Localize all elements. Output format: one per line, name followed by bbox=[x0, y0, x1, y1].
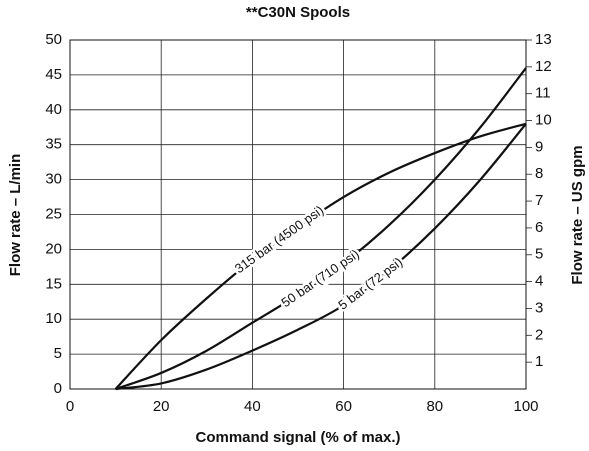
x-tick-label: 0 bbox=[66, 398, 74, 415]
y2-tick-label: 8 bbox=[535, 165, 543, 182]
x-tick-label: 40 bbox=[244, 398, 261, 415]
y-tick-label: 20 bbox=[45, 240, 62, 257]
curve-label: 315 bar (4500 psi) bbox=[232, 202, 326, 276]
y2-tick-label: 4 bbox=[535, 273, 543, 290]
y2-tick-label: 6 bbox=[535, 219, 543, 236]
y2-tick-label: 9 bbox=[535, 138, 543, 155]
y-tick-label: 40 bbox=[45, 101, 62, 118]
y-tick-label: 5 bbox=[54, 345, 62, 362]
y-tick-label: 10 bbox=[45, 310, 62, 327]
x-tick-label: 100 bbox=[513, 398, 538, 415]
y2-tick-label: 7 bbox=[535, 192, 543, 209]
x-axis-label: Command signal (% of max.) bbox=[195, 429, 400, 446]
y2-tick-label: 5 bbox=[535, 246, 543, 263]
x-tick-label: 60 bbox=[335, 398, 352, 415]
y2-tick-label: 2 bbox=[535, 326, 543, 343]
series-line bbox=[114, 122, 527, 390]
y2-tick-label: 1 bbox=[535, 353, 543, 370]
y-tick-label: 30 bbox=[45, 171, 62, 188]
y2-tick-label: 10 bbox=[535, 112, 552, 129]
y-tick-label: 50 bbox=[45, 31, 62, 48]
y-tick-label: 0 bbox=[54, 380, 62, 397]
series-line bbox=[115, 123, 527, 391]
y2-tick-label: 12 bbox=[535, 58, 552, 75]
y-tick-label: 15 bbox=[45, 275, 62, 292]
y-tick-label: 35 bbox=[45, 136, 62, 153]
y2-tick-label: 13 bbox=[535, 31, 552, 48]
plot-frame bbox=[69, 39, 527, 390]
y-tick-label: 25 bbox=[45, 205, 62, 222]
x-tick-label: 20 bbox=[153, 398, 170, 415]
y2-tick-label: 3 bbox=[535, 299, 543, 316]
y2-tick-label: 11 bbox=[535, 85, 551, 102]
y2-axis-label: Flow rate – US gpm bbox=[569, 145, 586, 284]
series-line bbox=[115, 67, 527, 391]
x-tick-label: 80 bbox=[426, 398, 443, 415]
chart-title: **C30N Spools bbox=[246, 4, 350, 21]
y-axis-label: Flow rate – L/min bbox=[7, 154, 24, 277]
y-tick-label: 45 bbox=[45, 66, 62, 83]
